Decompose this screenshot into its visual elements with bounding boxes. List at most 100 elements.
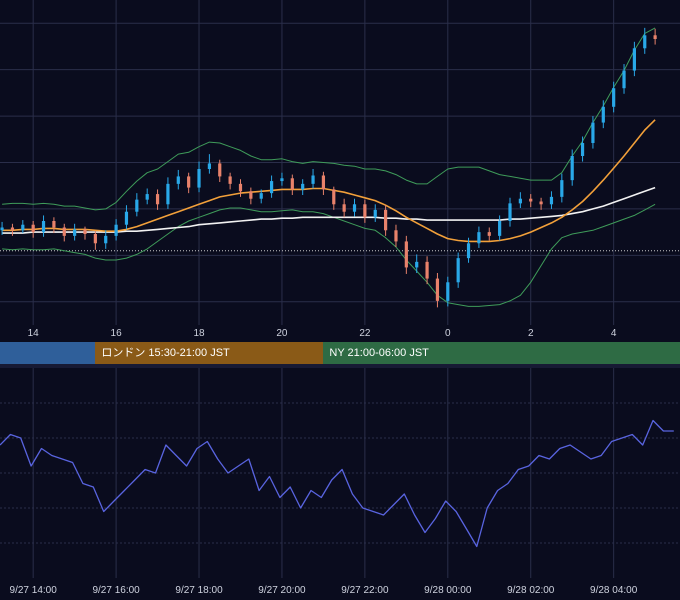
candle-body: [363, 204, 367, 218]
time-tick-bottom: 9/27 20:00: [258, 585, 306, 596]
candle-body: [643, 35, 647, 49]
time-tick-top: 20: [276, 328, 288, 339]
candle-body: [207, 163, 211, 169]
time-tick-bottom: 9/27 16:00: [92, 585, 140, 596]
candle-body: [539, 201, 543, 205]
candle-body: [435, 278, 440, 301]
time-tick-bottom: 9/27 18:00: [175, 585, 223, 596]
candle-body: [632, 48, 636, 71]
oscillator-line-group: [0, 419, 674, 548]
candle-body: [498, 221, 502, 236]
time-tick-top: 0: [445, 328, 451, 339]
candle-body: [21, 224, 25, 231]
candle-body: [425, 261, 429, 279]
panel-separator: [0, 364, 680, 368]
candle-body: [93, 234, 97, 244]
candle-body: [301, 183, 305, 190]
session-london: ロンドン 15:30-21:00 JST: [95, 342, 324, 364]
candle-body: [249, 191, 253, 199]
session-ny: NY 21:00-06:00 JST: [323, 342, 680, 364]
candle-body: [446, 282, 450, 301]
candle-body: [135, 199, 139, 212]
candle-body: [342, 204, 346, 212]
oscillator-line: [0, 419, 674, 548]
bollinger-bands: [2, 27, 656, 307]
candle-body: [487, 232, 491, 236]
candle-body: [218, 163, 222, 177]
candle-body: [145, 194, 149, 200]
candle-body: [31, 224, 35, 233]
time-tick-top: 14: [27, 328, 39, 339]
candle-body: [10, 227, 15, 231]
time-tick-top: 16: [110, 328, 122, 339]
time-tick-top: 22: [359, 328, 371, 339]
candle-body: [0, 227, 4, 231]
candle-body: [280, 178, 284, 182]
time-tick-bottom: 9/28 02:00: [507, 585, 555, 596]
candle-body: [466, 243, 471, 259]
candle-body: [52, 221, 56, 228]
moving-averages: [2, 119, 656, 243]
candle-body: [601, 106, 605, 123]
price-chart: [0, 0, 680, 325]
time-axis-top: 14 16 18 20 22 0 2 4: [0, 325, 680, 342]
candle-body: [187, 176, 191, 188]
candle-body: [456, 258, 460, 283]
candle-body: [114, 224, 118, 236]
candle-body: [290, 178, 294, 190]
candle-body: [373, 209, 377, 218]
candle-body: [612, 88, 616, 107]
candle-body: [321, 175, 326, 190]
time-tick-top: 18: [193, 328, 205, 339]
candle-body: [73, 229, 77, 236]
candle-body: [560, 180, 564, 197]
ma-slow-line: [2, 186, 656, 234]
candle-body: [477, 232, 481, 244]
candle-body: [518, 198, 522, 204]
candle-body: [62, 227, 66, 236]
oscillator-grid: [0, 368, 680, 578]
time-tick-bottom: 9/27 14:00: [9, 585, 57, 596]
session-tokyo: [0, 342, 96, 364]
candle-body: [176, 176, 180, 184]
candle-body: [404, 241, 408, 268]
time-tick-top: 2: [527, 328, 534, 339]
bollinger-lower-line: [2, 203, 656, 307]
candle-body: [166, 183, 170, 205]
time-tick-bottom: 9/28 04:00: [590, 585, 638, 596]
session-band: ロンドン 15:30-21:00 JST NY 21:00-06:00 JST: [0, 342, 680, 364]
candle-body: [394, 230, 398, 242]
candle-body: [508, 203, 512, 221]
candle-body: [384, 209, 388, 231]
candle-body: [415, 261, 419, 268]
time-tick-bottom: 9/27 22:00: [341, 585, 389, 596]
candle-body: [529, 198, 533, 202]
candle-body: [580, 143, 585, 156]
candle-body: [41, 221, 46, 233]
candle-body: [238, 183, 243, 192]
candle-body: [269, 181, 274, 194]
candle-body: [124, 211, 129, 225]
candle-body: [591, 122, 595, 143]
candle-body: [259, 193, 263, 199]
candle-body: [104, 235, 108, 244]
candle-body: [549, 196, 554, 205]
time-axis-bottom: 9/27 14:00 9/27 16:00 9/27 18:00 9/27 20:00…: [0, 578, 680, 600]
ma-fast-line: [2, 119, 656, 243]
candle-body: [83, 229, 87, 234]
candlesticks: [0, 27, 657, 308]
candle-body: [155, 194, 160, 205]
candle-body: [228, 176, 232, 184]
candle-body: [653, 35, 657, 39]
candle-body: [570, 156, 574, 181]
candle-body: [332, 189, 336, 205]
candle-body: [622, 70, 626, 89]
candle-body: [311, 175, 315, 184]
time-tick-bottom: 9/28 00:00: [424, 585, 472, 596]
oscillator-chart: [0, 368, 680, 578]
bollinger-upper-line: [2, 27, 656, 211]
price-grid: [0, 0, 680, 325]
candle-body: [197, 169, 201, 188]
candle-body: [352, 204, 357, 212]
time-tick-top: 4: [610, 328, 617, 339]
